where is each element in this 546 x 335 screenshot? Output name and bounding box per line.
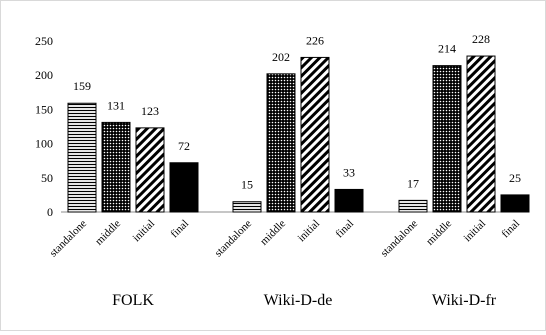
group-label: FOLK	[112, 292, 154, 309]
category-label: initial	[295, 218, 322, 245]
category-label: standalone	[378, 218, 420, 260]
category-label: initial	[461, 218, 488, 245]
y-tick-label: 0	[47, 205, 53, 219]
bar-initial	[466, 55, 496, 213]
bar-standalone	[232, 201, 262, 213]
bar-middle	[432, 65, 462, 213]
data-label: 131	[107, 98, 125, 112]
category-label: middle	[93, 218, 123, 248]
category-label: middle	[258, 218, 288, 248]
category-label: middle	[424, 218, 454, 248]
group-label: Wiki-D-fr	[432, 292, 497, 309]
data-label: 17	[407, 176, 419, 190]
data-label: 214	[438, 42, 456, 56]
data-label: 15	[241, 178, 253, 192]
bar-layer	[67, 55, 530, 213]
y-tick-label: 100	[35, 137, 53, 151]
bar-middle	[101, 121, 131, 213]
category-label: standalone	[47, 218, 89, 260]
category-label: final	[499, 218, 522, 241]
data-label: 25	[509, 171, 521, 185]
data-label: 226	[306, 33, 324, 47]
y-tick-label: 200	[35, 68, 53, 82]
y-tick-label: 50	[41, 171, 53, 185]
bar-final	[334, 188, 364, 213]
category-label: initial	[130, 218, 157, 245]
bar-initial	[300, 56, 330, 213]
bar-final	[500, 194, 530, 213]
bar-final	[169, 162, 199, 213]
data-label: 33	[343, 165, 355, 179]
data-label: 159	[73, 79, 91, 93]
bar-middle	[266, 73, 296, 213]
data-label: 228	[472, 32, 490, 46]
y-tick-label: 250	[35, 34, 53, 48]
category-label: standalone	[212, 218, 254, 260]
data-label: 72	[178, 139, 190, 153]
data-label: 123	[141, 104, 159, 118]
bar-standalone	[67, 102, 97, 213]
category-label: final	[333, 218, 356, 241]
group-label: Wiki-D-de	[264, 292, 333, 309]
data-label: 202	[272, 50, 290, 64]
bar-standalone	[398, 199, 428, 213]
category-label: final	[168, 218, 191, 241]
y-tick-label: 150	[35, 102, 53, 116]
bar-initial	[135, 127, 165, 213]
bar-chart: 0 50 100 150 200 250 159 standalone 131 middle 12…	[35, 32, 530, 309]
